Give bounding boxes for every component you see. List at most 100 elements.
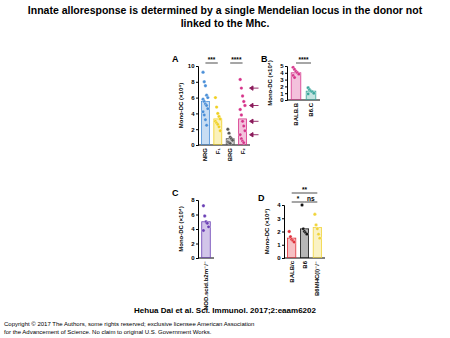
y-axis-label: Mono-DC (×10⁴) xyxy=(264,209,270,254)
bar xyxy=(291,73,301,100)
tick-label: 1 xyxy=(280,91,284,97)
category-label: F₂ xyxy=(240,148,246,155)
tick-label: 8 xyxy=(191,79,195,85)
point xyxy=(201,71,204,74)
tick-label: 4 xyxy=(191,111,195,117)
tick: 4 xyxy=(191,226,198,232)
panel-label: A xyxy=(172,54,179,64)
y-axis-line xyxy=(282,206,285,259)
point xyxy=(214,96,217,99)
marks xyxy=(291,66,316,100)
tick: 3 xyxy=(277,216,284,222)
tick-mark xyxy=(285,93,287,94)
tick-mark xyxy=(196,98,198,99)
marks xyxy=(201,71,246,145)
bar xyxy=(288,238,296,258)
tick-mark xyxy=(282,218,284,219)
point xyxy=(242,141,245,144)
bar xyxy=(300,229,308,258)
bar xyxy=(214,119,222,145)
tick: 2 xyxy=(277,229,284,235)
point xyxy=(242,100,245,103)
tick: 2 xyxy=(280,84,287,90)
point xyxy=(240,86,243,89)
tick-mark xyxy=(196,229,198,230)
point xyxy=(288,230,291,233)
tick-label: 1 xyxy=(277,242,281,248)
category-label: NOD.scid.b2m⁻/⁻ xyxy=(203,261,209,310)
point xyxy=(218,117,221,120)
tick-mark xyxy=(282,205,284,206)
tick-label: 4 xyxy=(280,70,284,76)
point xyxy=(204,118,207,121)
category-label: BALB.B xyxy=(293,102,299,125)
point xyxy=(201,110,204,113)
marks xyxy=(288,203,322,258)
tick: 8 xyxy=(191,197,198,203)
tick-mark xyxy=(196,66,198,67)
arrow xyxy=(250,103,259,107)
tick-mark xyxy=(282,232,284,233)
point xyxy=(205,104,208,107)
y-axis-label: Mono-DC (×10⁴) xyxy=(178,83,184,128)
tick: 1 xyxy=(280,91,287,97)
panel: BMono-DC (×10⁴)012345BALB.BB6.C**** xyxy=(261,54,320,126)
y-axis-label: Mono-DC (×10⁴) xyxy=(178,206,184,251)
point xyxy=(216,112,219,115)
tick: 1 xyxy=(277,242,284,248)
point xyxy=(292,240,295,243)
point xyxy=(203,113,206,116)
point xyxy=(215,105,218,108)
tick-label: 4 xyxy=(191,226,195,232)
tick: 0 xyxy=(191,255,198,261)
significance-label: *** xyxy=(208,56,216,63)
point xyxy=(313,213,316,216)
copyright: Copyright © 2017 The Authors, some right… xyxy=(4,321,254,327)
significance-label: **** xyxy=(231,56,242,63)
significance-label: * xyxy=(297,195,300,202)
tick: 0 xyxy=(277,255,284,261)
citation: Hehua Dai et al. Sci. Immunol. 2017;2:ea… xyxy=(134,306,316,315)
tick-mark xyxy=(285,73,287,74)
point xyxy=(207,225,210,228)
tick-label: 0 xyxy=(280,97,284,103)
point xyxy=(242,124,245,127)
point xyxy=(206,107,209,110)
significance-label: ns xyxy=(307,195,315,202)
tick-mark xyxy=(285,100,287,101)
point xyxy=(293,76,296,79)
point xyxy=(206,222,209,225)
tick-mark xyxy=(285,80,287,81)
y-axis: 0246810 xyxy=(188,63,199,148)
category-label: BALB/c xyxy=(289,260,295,282)
copyright: for the Advancement of Science. No claim… xyxy=(4,329,212,335)
panel: CMono-DC (×10⁴)02468NOD.scid.b2m⁻/⁻ xyxy=(172,188,214,310)
point xyxy=(206,96,209,99)
tick-mark xyxy=(196,145,198,146)
bar xyxy=(201,102,209,145)
y-axis: 0 1 2 3 4 xyxy=(277,202,284,261)
point xyxy=(314,223,317,226)
point xyxy=(306,92,309,95)
category-label: B6.C xyxy=(308,102,314,116)
tick: 4 xyxy=(280,70,287,76)
tick-mark xyxy=(196,113,198,114)
y-axis: 012345 xyxy=(280,63,287,103)
y-axis: 02468 xyxy=(191,197,198,261)
tick-label: 2 xyxy=(191,127,195,133)
tick-label: 3 xyxy=(280,77,284,83)
tick-label: 4 xyxy=(277,202,281,208)
tick-label: 2 xyxy=(280,84,284,90)
panel-label: D xyxy=(258,193,265,203)
point xyxy=(316,227,319,230)
point xyxy=(238,108,241,111)
point xyxy=(217,125,220,128)
y-axis-line xyxy=(285,67,288,101)
tick-mark xyxy=(196,129,198,130)
tick-label: 0 xyxy=(277,255,281,261)
tick-label: 3 xyxy=(277,216,281,222)
tick-mark xyxy=(196,215,198,216)
arrow xyxy=(250,86,259,90)
point xyxy=(241,94,244,97)
point xyxy=(243,129,246,132)
